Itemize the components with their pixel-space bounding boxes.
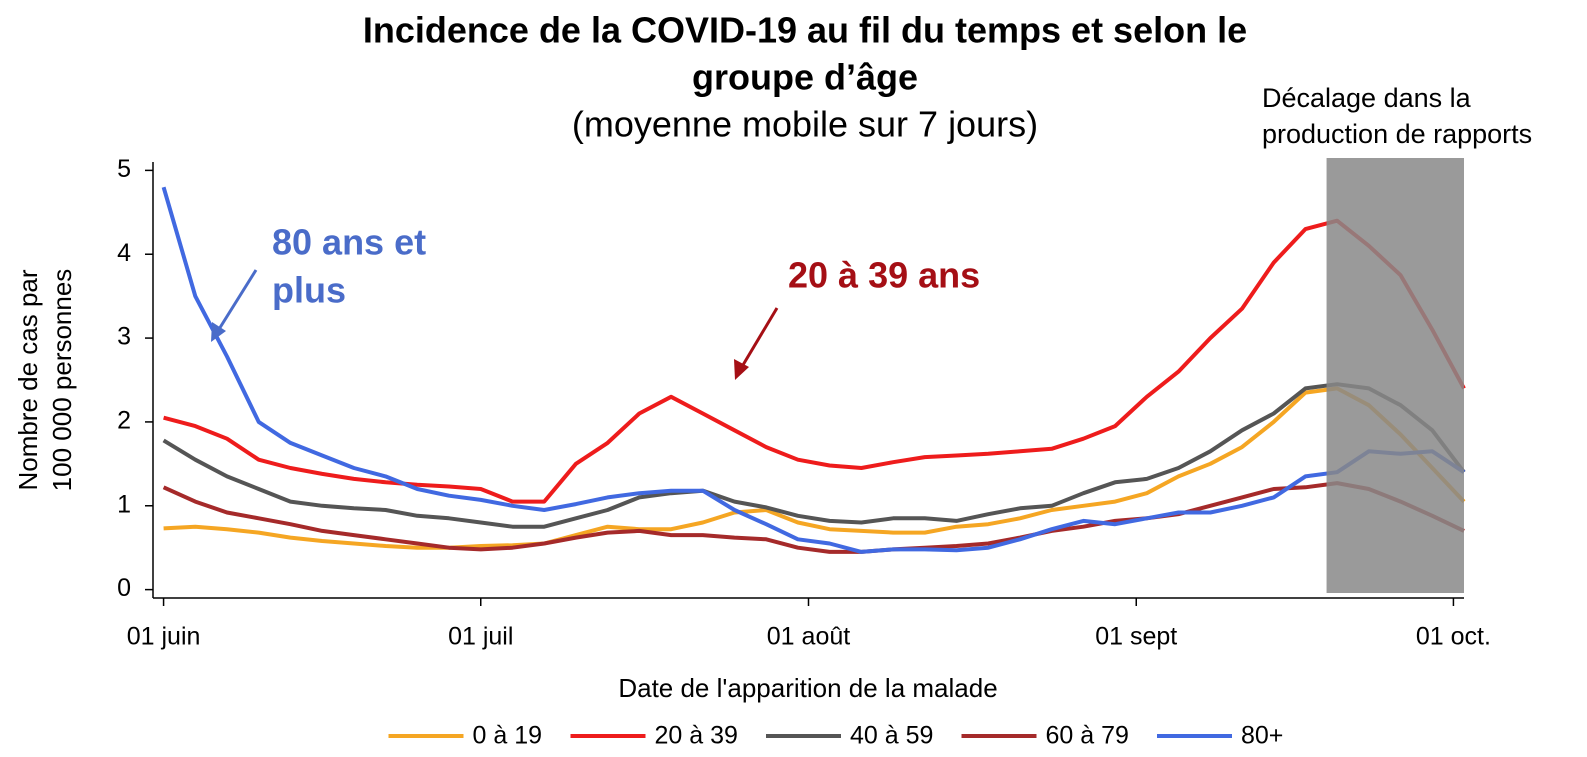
x-tick-label: 01 sept	[1095, 623, 1177, 651]
highlight-band	[1326, 158, 1464, 593]
series-line	[161, 186, 1466, 554]
series-line	[163, 218, 1466, 504]
chart-subtitle: (moyenne mobile sur 7 jours)	[572, 104, 1038, 145]
annotation-arrowhead	[734, 359, 749, 380]
y-tick-label: 3	[117, 323, 131, 351]
x-tick-label: 01 juil	[448, 623, 513, 651]
legend-label: 40 à 59	[850, 722, 933, 750]
highlight-label: Décalage dans la	[1262, 83, 1472, 113]
y-tick-label: 4	[117, 239, 131, 267]
annotation-arrow	[214, 269, 258, 335]
y-tick-label: 1	[117, 490, 131, 518]
series-line	[162, 481, 1465, 554]
annotation: 20 à 39 ans	[788, 255, 980, 296]
y-axis-title: 100 000 personnes	[47, 269, 77, 492]
annotation: 80 ans et	[272, 222, 426, 263]
plot-area: 0 1 2 3 4 5 01 juin 01 juil 01 août 01 sept 01 oct…	[117, 155, 1491, 651]
y-tick-label: 2	[117, 407, 131, 435]
series-line	[162, 382, 1466, 529]
x-axis-title: Date de l'apparition de la malade	[618, 673, 997, 703]
series-line	[163, 386, 1466, 550]
legend-label: 60 à 79	[1046, 722, 1129, 750]
legend-label: 20 à 39	[655, 722, 738, 750]
chart-title: Incidence de la COVID-19 au fil du temps…	[363, 10, 1247, 51]
y-tick-label: 0	[117, 574, 131, 602]
y-axis-title: Nombre de cas par	[13, 269, 43, 490]
legend-label: 80+	[1241, 722, 1283, 750]
annotation-arrowhead	[211, 322, 226, 342]
annotation-arrow	[738, 307, 779, 371]
annotation: plus	[272, 270, 346, 311]
x-tick-label: 01 août	[767, 623, 850, 651]
highlight-label: production de rapports	[1262, 119, 1532, 149]
x-tick-label: 01 juin	[127, 623, 201, 651]
legend-label: 0 à 19	[473, 722, 543, 750]
legend: 0 à 19 20 à 39 40 à 59 60 à 79 80+	[388, 722, 1283, 750]
chart-title: groupe d’âge	[692, 57, 918, 98]
y-tick-label: 5	[117, 155, 131, 183]
x-tick-label: 01 oct.	[1416, 623, 1491, 651]
